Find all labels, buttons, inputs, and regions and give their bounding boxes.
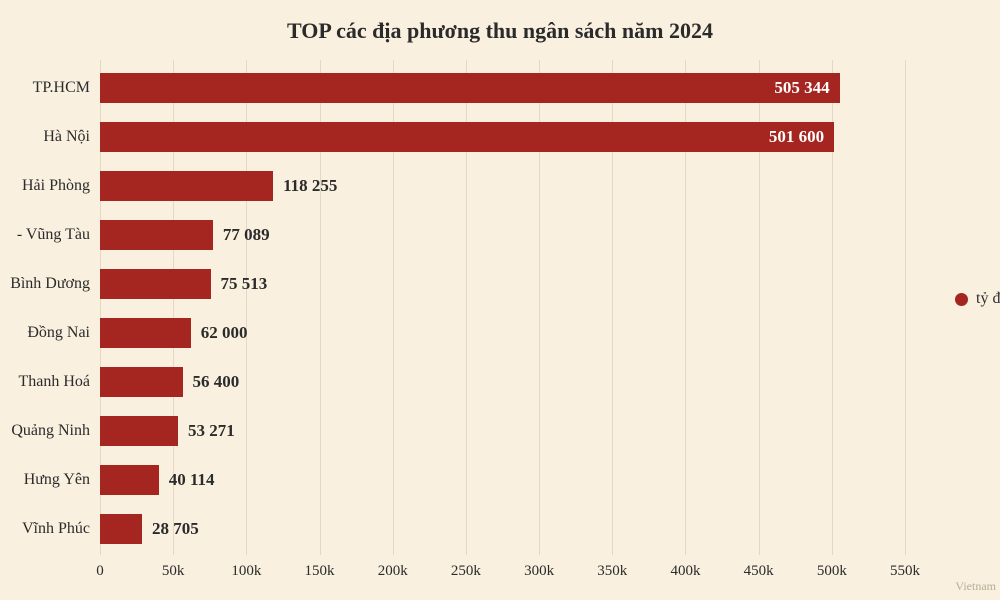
category-label: Thanh Hoá [18,373,90,391]
bar [100,269,211,299]
legend: tỷ đ [955,290,1000,308]
bar-value-label: 501 600 [769,127,824,147]
category-label: Quảng Ninh [11,422,90,440]
bar [100,122,834,152]
category-label: Đồng Nai [27,324,90,342]
category-label: TP.HCM [33,79,90,97]
category-label: Vĩnh Phúc [22,520,90,538]
bar [100,220,213,250]
category-label: Hưng Yên [24,471,90,489]
legend-label: tỷ đ [976,290,1000,308]
x-tick-label: 500k [817,563,847,580]
bar [100,416,178,446]
x-tick-label: 400k [670,563,700,580]
x-tick-label: 550k [890,563,920,580]
bar-value-label: 40 114 [169,470,215,490]
bar-value-label: 53 271 [188,421,235,441]
bar [100,465,159,495]
x-tick-label: 50k [162,563,185,580]
category-label: - Vũng Tàu [17,226,90,244]
bar-value-label: 77 089 [223,225,270,245]
bar [100,73,840,103]
bar-value-label: 56 400 [193,372,240,392]
x-tick-label: 350k [597,563,627,580]
x-tick-label: 0 [96,563,104,580]
attribution-text: Vietnam [955,579,996,594]
category-label: Hà Nội [43,128,90,146]
budget-revenue-bar-chart: TOP các địa phương thu ngân sách năm 202… [0,0,1000,600]
x-tick-label: 300k [524,563,554,580]
chart-title: TOP các địa phương thu ngân sách năm 202… [0,18,1000,44]
x-tick-label: 100k [231,563,261,580]
bar-value-label: 28 705 [152,519,199,539]
category-label: Bình Dương [10,275,90,293]
x-tick-label: 250k [451,563,481,580]
plot-area: 050k100k150k200k250k300k350k400k450k500k… [100,60,905,555]
bar-value-label: 118 255 [283,176,337,196]
legend-swatch-icon [955,293,968,306]
category-label: Hải Phòng [22,177,90,195]
bar-value-label: 75 513 [221,274,268,294]
x-tick-label: 450k [744,563,774,580]
bar-value-label: 505 344 [774,78,829,98]
bar [100,514,142,544]
bar [100,171,273,201]
bar-value-label: 62 000 [201,323,248,343]
gridline [905,60,906,555]
x-tick-label: 200k [378,563,408,580]
x-tick-label: 150k [305,563,335,580]
bar [100,367,183,397]
bar [100,318,191,348]
